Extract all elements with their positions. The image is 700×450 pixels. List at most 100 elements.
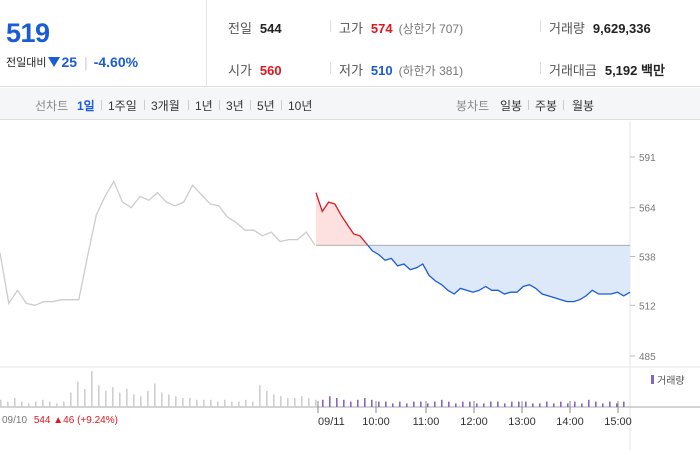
volume-bar bbox=[84, 389, 86, 407]
volume-bar bbox=[21, 401, 23, 407]
prev-day-label: 09/10 544 ▲46 (+9.24%) bbox=[2, 415, 118, 426]
volume-bar bbox=[399, 401, 401, 407]
volume-bar bbox=[28, 403, 30, 407]
toolbar-divider bbox=[188, 100, 189, 110]
volume-bar bbox=[602, 403, 604, 407]
y-tick-label: 564 bbox=[639, 204, 656, 215]
trade-value-label: 거래대금 bbox=[549, 63, 597, 78]
period-1w[interactable]: 1주일 bbox=[108, 99, 137, 113]
volume-bar bbox=[483, 403, 485, 407]
prev-close-value: 544 bbox=[259, 21, 282, 36]
volume-bar bbox=[147, 390, 149, 407]
quote-header: 519 전일대비 25 | -4.60% 전일 544 고가 574 (상한가 … bbox=[0, 0, 700, 87]
period-daily[interactable]: 일봉 bbox=[500, 99, 523, 113]
volume-bar bbox=[168, 394, 170, 407]
period-3y[interactable]: 3년 bbox=[226, 99, 244, 113]
low-value: 510 bbox=[370, 63, 393, 78]
volume-bar bbox=[287, 398, 289, 407]
volume-bar bbox=[126, 389, 128, 407]
y-axis-ticks: 591 564 538 512 485 bbox=[630, 153, 656, 363]
volume-bar bbox=[364, 398, 366, 407]
lower-limit: (하한가 381) bbox=[398, 64, 464, 78]
volume-bar bbox=[546, 401, 548, 407]
volume-bar bbox=[392, 403, 394, 407]
volume-bar bbox=[105, 390, 107, 407]
period-10y[interactable]: 10년 bbox=[288, 99, 313, 113]
area-up bbox=[316, 192, 368, 246]
prev-day-change: 544 ▲46 (+9.24%) bbox=[33, 415, 118, 426]
open-label: 시가 bbox=[228, 63, 252, 78]
volume-bar bbox=[301, 396, 303, 407]
stat-volume: 거래량 9,629,336 bbox=[549, 18, 651, 37]
toolbar-divider bbox=[144, 100, 145, 110]
change-label: 전일대비 bbox=[6, 57, 47, 69]
volume-bar bbox=[224, 399, 226, 407]
series-prev-day bbox=[0, 179, 316, 306]
toolbar-divider bbox=[528, 100, 529, 110]
period-1d[interactable]: 1일 bbox=[77, 99, 95, 113]
volume-bar bbox=[49, 401, 51, 407]
volume-bar bbox=[490, 401, 492, 407]
volume-legend: 거래량 bbox=[651, 372, 685, 387]
volume-bar bbox=[217, 401, 219, 407]
volume-bar bbox=[525, 401, 527, 407]
volume-bar bbox=[595, 401, 597, 407]
volume-bar bbox=[427, 403, 429, 407]
low-label: 저가 bbox=[339, 63, 363, 78]
period-1y[interactable]: 1년 bbox=[195, 99, 213, 113]
volume-bar bbox=[70, 392, 72, 407]
volume-bar bbox=[280, 396, 282, 407]
y-tick-label: 591 bbox=[639, 153, 656, 164]
stat-divider bbox=[540, 62, 541, 74]
stat-divider bbox=[330, 20, 331, 32]
period-5y[interactable]: 5년 bbox=[257, 99, 275, 113]
x-tick-label: 10:00 bbox=[362, 416, 390, 428]
volume-bar bbox=[378, 401, 380, 407]
x-tick-label: 15:00 bbox=[604, 416, 632, 428]
upper-limit: (상한가 707) bbox=[398, 22, 464, 36]
volume-bar bbox=[441, 399, 443, 407]
chart-lines bbox=[0, 179, 631, 306]
volume-bar bbox=[210, 399, 212, 407]
period-monthly[interactable]: 월봉 bbox=[572, 99, 595, 113]
volume-bar bbox=[406, 403, 408, 407]
price-chart[interactable]: 591 564 538 512 485 09/11 10:00 11:00 12:00 13:0… bbox=[0, 121, 700, 450]
volume-bar bbox=[609, 401, 611, 407]
volume-bar bbox=[56, 403, 58, 407]
volume-bar bbox=[42, 399, 44, 407]
area-down bbox=[316, 245, 630, 302]
down-triangle-icon bbox=[48, 57, 61, 67]
open-value: 560 bbox=[259, 63, 282, 78]
volume-bar bbox=[357, 399, 359, 407]
period-weekly[interactable]: 주봉 bbox=[535, 99, 558, 113]
volume-label: 거래량 bbox=[549, 21, 585, 36]
volume-bar bbox=[0, 399, 2, 407]
volume-bar bbox=[98, 385, 100, 407]
volume-bar bbox=[504, 403, 506, 407]
stat-trade-value: 거래대금 5,192 백만 bbox=[549, 60, 665, 79]
volume-bar bbox=[294, 398, 296, 407]
x-tick-label: 12:00 bbox=[460, 416, 488, 428]
volume-bar bbox=[539, 403, 541, 407]
high-label: 고가 bbox=[339, 21, 363, 36]
volume-bar bbox=[7, 401, 9, 407]
volume-bar bbox=[238, 401, 240, 407]
volume-value: 9,629,336 bbox=[592, 21, 651, 36]
volume-bar bbox=[133, 394, 135, 407]
volume-bar bbox=[266, 390, 268, 407]
stat-divider bbox=[540, 20, 541, 32]
chart-toolbar: 선차트 1일 1주일 3개월 1년 3년 5년 10년 봉차트 일봉 주봉 월봉 bbox=[0, 88, 700, 120]
volume-bar bbox=[343, 399, 345, 407]
x-tick-label: 13:00 bbox=[508, 416, 536, 428]
volume-bar bbox=[455, 403, 457, 407]
change-percent: -4.60% bbox=[93, 54, 139, 70]
volume-bar bbox=[469, 401, 471, 407]
stat-low: 저가 510 (하한가 381) bbox=[339, 60, 463, 79]
volume-bar bbox=[245, 399, 247, 407]
y-tick-label: 485 bbox=[639, 352, 656, 363]
period-3m[interactable]: 3개월 bbox=[151, 99, 180, 113]
volume-bar bbox=[420, 401, 422, 407]
toolbar-divider bbox=[101, 100, 102, 110]
high-value: 574 bbox=[370, 21, 393, 36]
toolbar-divider bbox=[563, 100, 564, 110]
